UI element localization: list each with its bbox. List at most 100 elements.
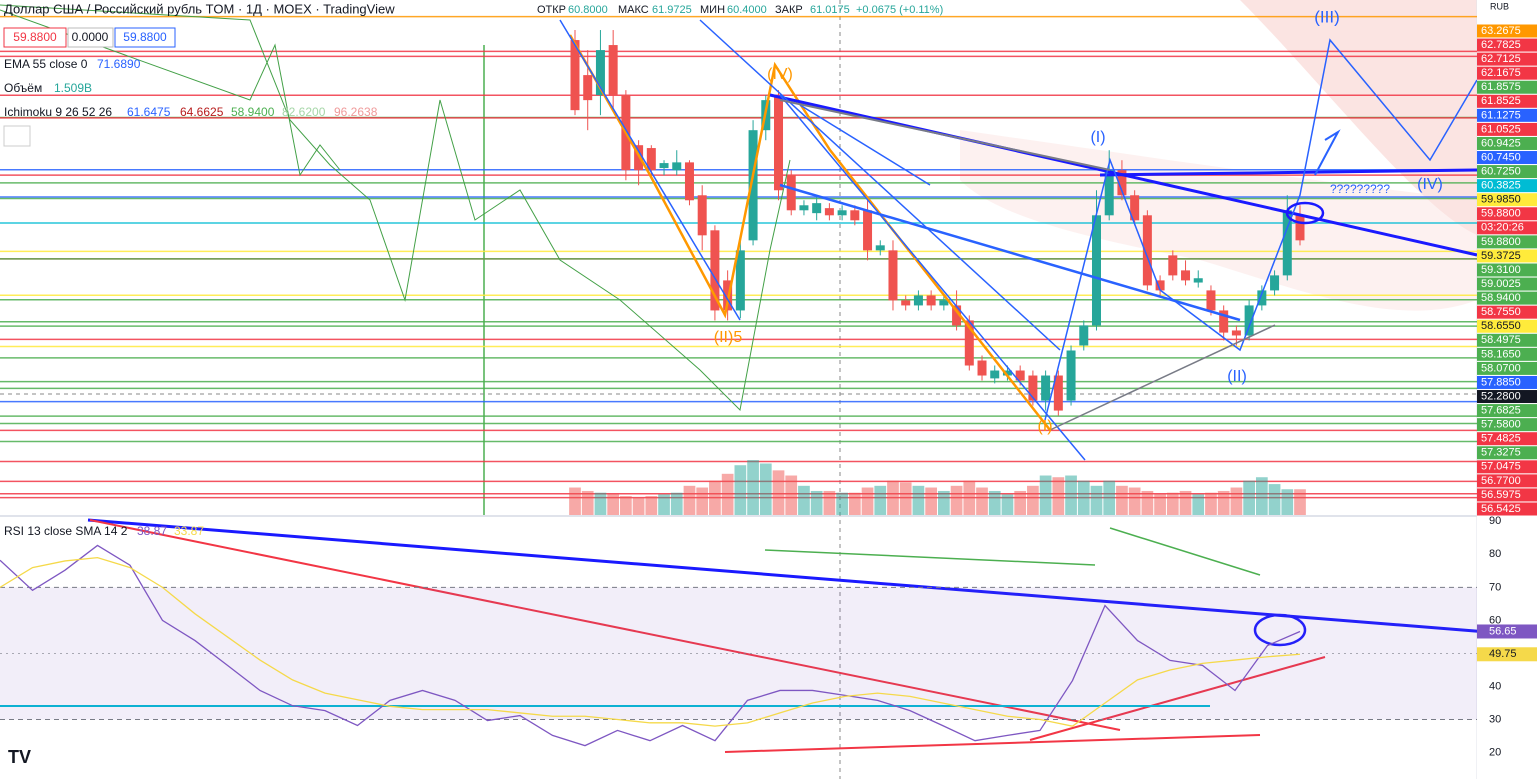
volume-bar	[810, 490, 823, 515]
price-label: 59.0025	[1481, 278, 1521, 290]
annotation: (I)	[1090, 129, 1105, 146]
candle-body	[990, 370, 1000, 379]
volume-bar	[658, 494, 670, 515]
price-label: 56.5425	[1481, 503, 1521, 515]
y-tick-label: 80	[1489, 548, 1501, 560]
candle-body	[1244, 305, 1254, 336]
price-label-bg	[1477, 474, 1537, 488]
price-label-bg	[1477, 38, 1537, 52]
price-label-bg	[1477, 333, 1537, 347]
price-label-bg	[1477, 122, 1537, 136]
price-label-bg	[1477, 193, 1537, 207]
candle-body	[1206, 290, 1216, 311]
price-label: 60.7450	[1481, 151, 1521, 163]
ema-label: EMA 55 close 0	[4, 57, 88, 71]
price-label: 56.5975	[1481, 489, 1521, 501]
price-label: 59.9850	[1481, 194, 1521, 206]
ohlc: 60.4000	[727, 4, 767, 16]
drawings	[0, 4, 1537, 753]
price-label-bg	[1477, 291, 1537, 305]
candle-body	[1066, 350, 1076, 401]
symbol-title: Доллар США / Российский рубль TOM · 1Д ·…	[4, 1, 395, 16]
annotation: (IV)	[1417, 176, 1443, 193]
price-label-bg	[1477, 151, 1537, 165]
candle-body	[774, 95, 784, 191]
price-label: 57.0475	[1481, 461, 1521, 473]
price-label: 57.5800	[1481, 419, 1521, 431]
price-label: 58.7550	[1481, 306, 1521, 318]
price-label-bg	[1477, 502, 1537, 516]
crosshair-label-bg	[1477, 390, 1537, 404]
candle-body	[697, 195, 707, 236]
ichimoku-value: 96.2638	[334, 105, 378, 119]
volume-value: 1.509B	[54, 81, 92, 95]
volume-bar	[1090, 485, 1103, 515]
volume-bar	[1001, 494, 1014, 515]
volume-bar	[1294, 489, 1306, 515]
price-box[interactable]	[67, 27, 114, 48]
trend-line	[1049, 324, 1276, 431]
last-value: 56.65	[1489, 625, 1517, 637]
candle-body	[1104, 170, 1114, 216]
price-label: 60.9425	[1481, 137, 1521, 149]
volume-bar	[1077, 480, 1090, 515]
candle-body	[799, 205, 809, 211]
ohlc: ЗАКР	[775, 4, 803, 16]
volume-bar	[607, 494, 620, 515]
candle-body	[1002, 370, 1012, 376]
ichimoku-label: Ichimoku 9 26 52 26	[4, 105, 112, 119]
candle-body	[850, 210, 860, 221]
rsi-drawing	[1109, 527, 1261, 576]
candle-body	[1015, 370, 1025, 381]
price-label-bg	[1477, 80, 1537, 94]
candle-body	[595, 50, 605, 96]
volume-bar	[1128, 487, 1141, 515]
price-label: 60.7250	[1481, 165, 1521, 177]
volume-bar	[721, 473, 734, 515]
volume-bar	[1230, 487, 1243, 515]
ohlc: 61.9725	[652, 4, 692, 16]
candle-body	[926, 295, 936, 306]
rsi-value: 38.87	[137, 524, 167, 538]
candle-body	[1219, 310, 1229, 333]
price-box[interactable]	[3, 27, 67, 48]
volume	[569, 460, 1306, 515]
price-label: 58.9400	[1481, 292, 1521, 304]
volume-bar	[747, 460, 759, 515]
trend-line	[779, 183, 1241, 322]
volume-bar	[925, 487, 937, 515]
price-label-bg	[1477, 235, 1537, 249]
candle-body	[1028, 375, 1038, 401]
price-box[interactable]	[114, 27, 176, 48]
y-tick-label: 70	[1489, 581, 1501, 593]
volume-bar	[1014, 490, 1027, 515]
volume-bar	[1166, 492, 1179, 515]
price-label-bg	[1477, 319, 1537, 333]
candle-body	[1091, 215, 1101, 326]
volume-bar	[785, 475, 798, 515]
price-label-bg	[1477, 136, 1537, 150]
price-box-text: 59.8800	[123, 30, 167, 44]
volume-bar	[709, 480, 721, 515]
price-label: 60.3825	[1481, 180, 1521, 192]
collapse-button[interactable]	[3, 125, 31, 147]
volume-bar	[759, 463, 772, 515]
candle-body	[1155, 280, 1165, 291]
volume-bar	[963, 480, 976, 515]
price-label: 59.8800	[1481, 236, 1521, 248]
candle-body	[888, 250, 898, 301]
price-label: 56.7700	[1481, 475, 1521, 487]
y-tick-label: 30	[1489, 713, 1501, 725]
rsi-drawing	[764, 549, 1096, 566]
lagging-span	[0, 4, 791, 412]
candle-body	[939, 300, 949, 306]
ohlc: МИН	[700, 4, 725, 16]
ohlc: ОТКР	[537, 4, 566, 16]
arrow	[1314, 129, 1341, 176]
volume-label: Объём	[4, 81, 42, 95]
price-label: 61.1275	[1481, 109, 1521, 121]
volume-bar	[836, 492, 848, 515]
volume-bar	[1027, 485, 1039, 515]
volume-bar	[569, 487, 581, 515]
last-value: 49.75	[1489, 648, 1517, 660]
